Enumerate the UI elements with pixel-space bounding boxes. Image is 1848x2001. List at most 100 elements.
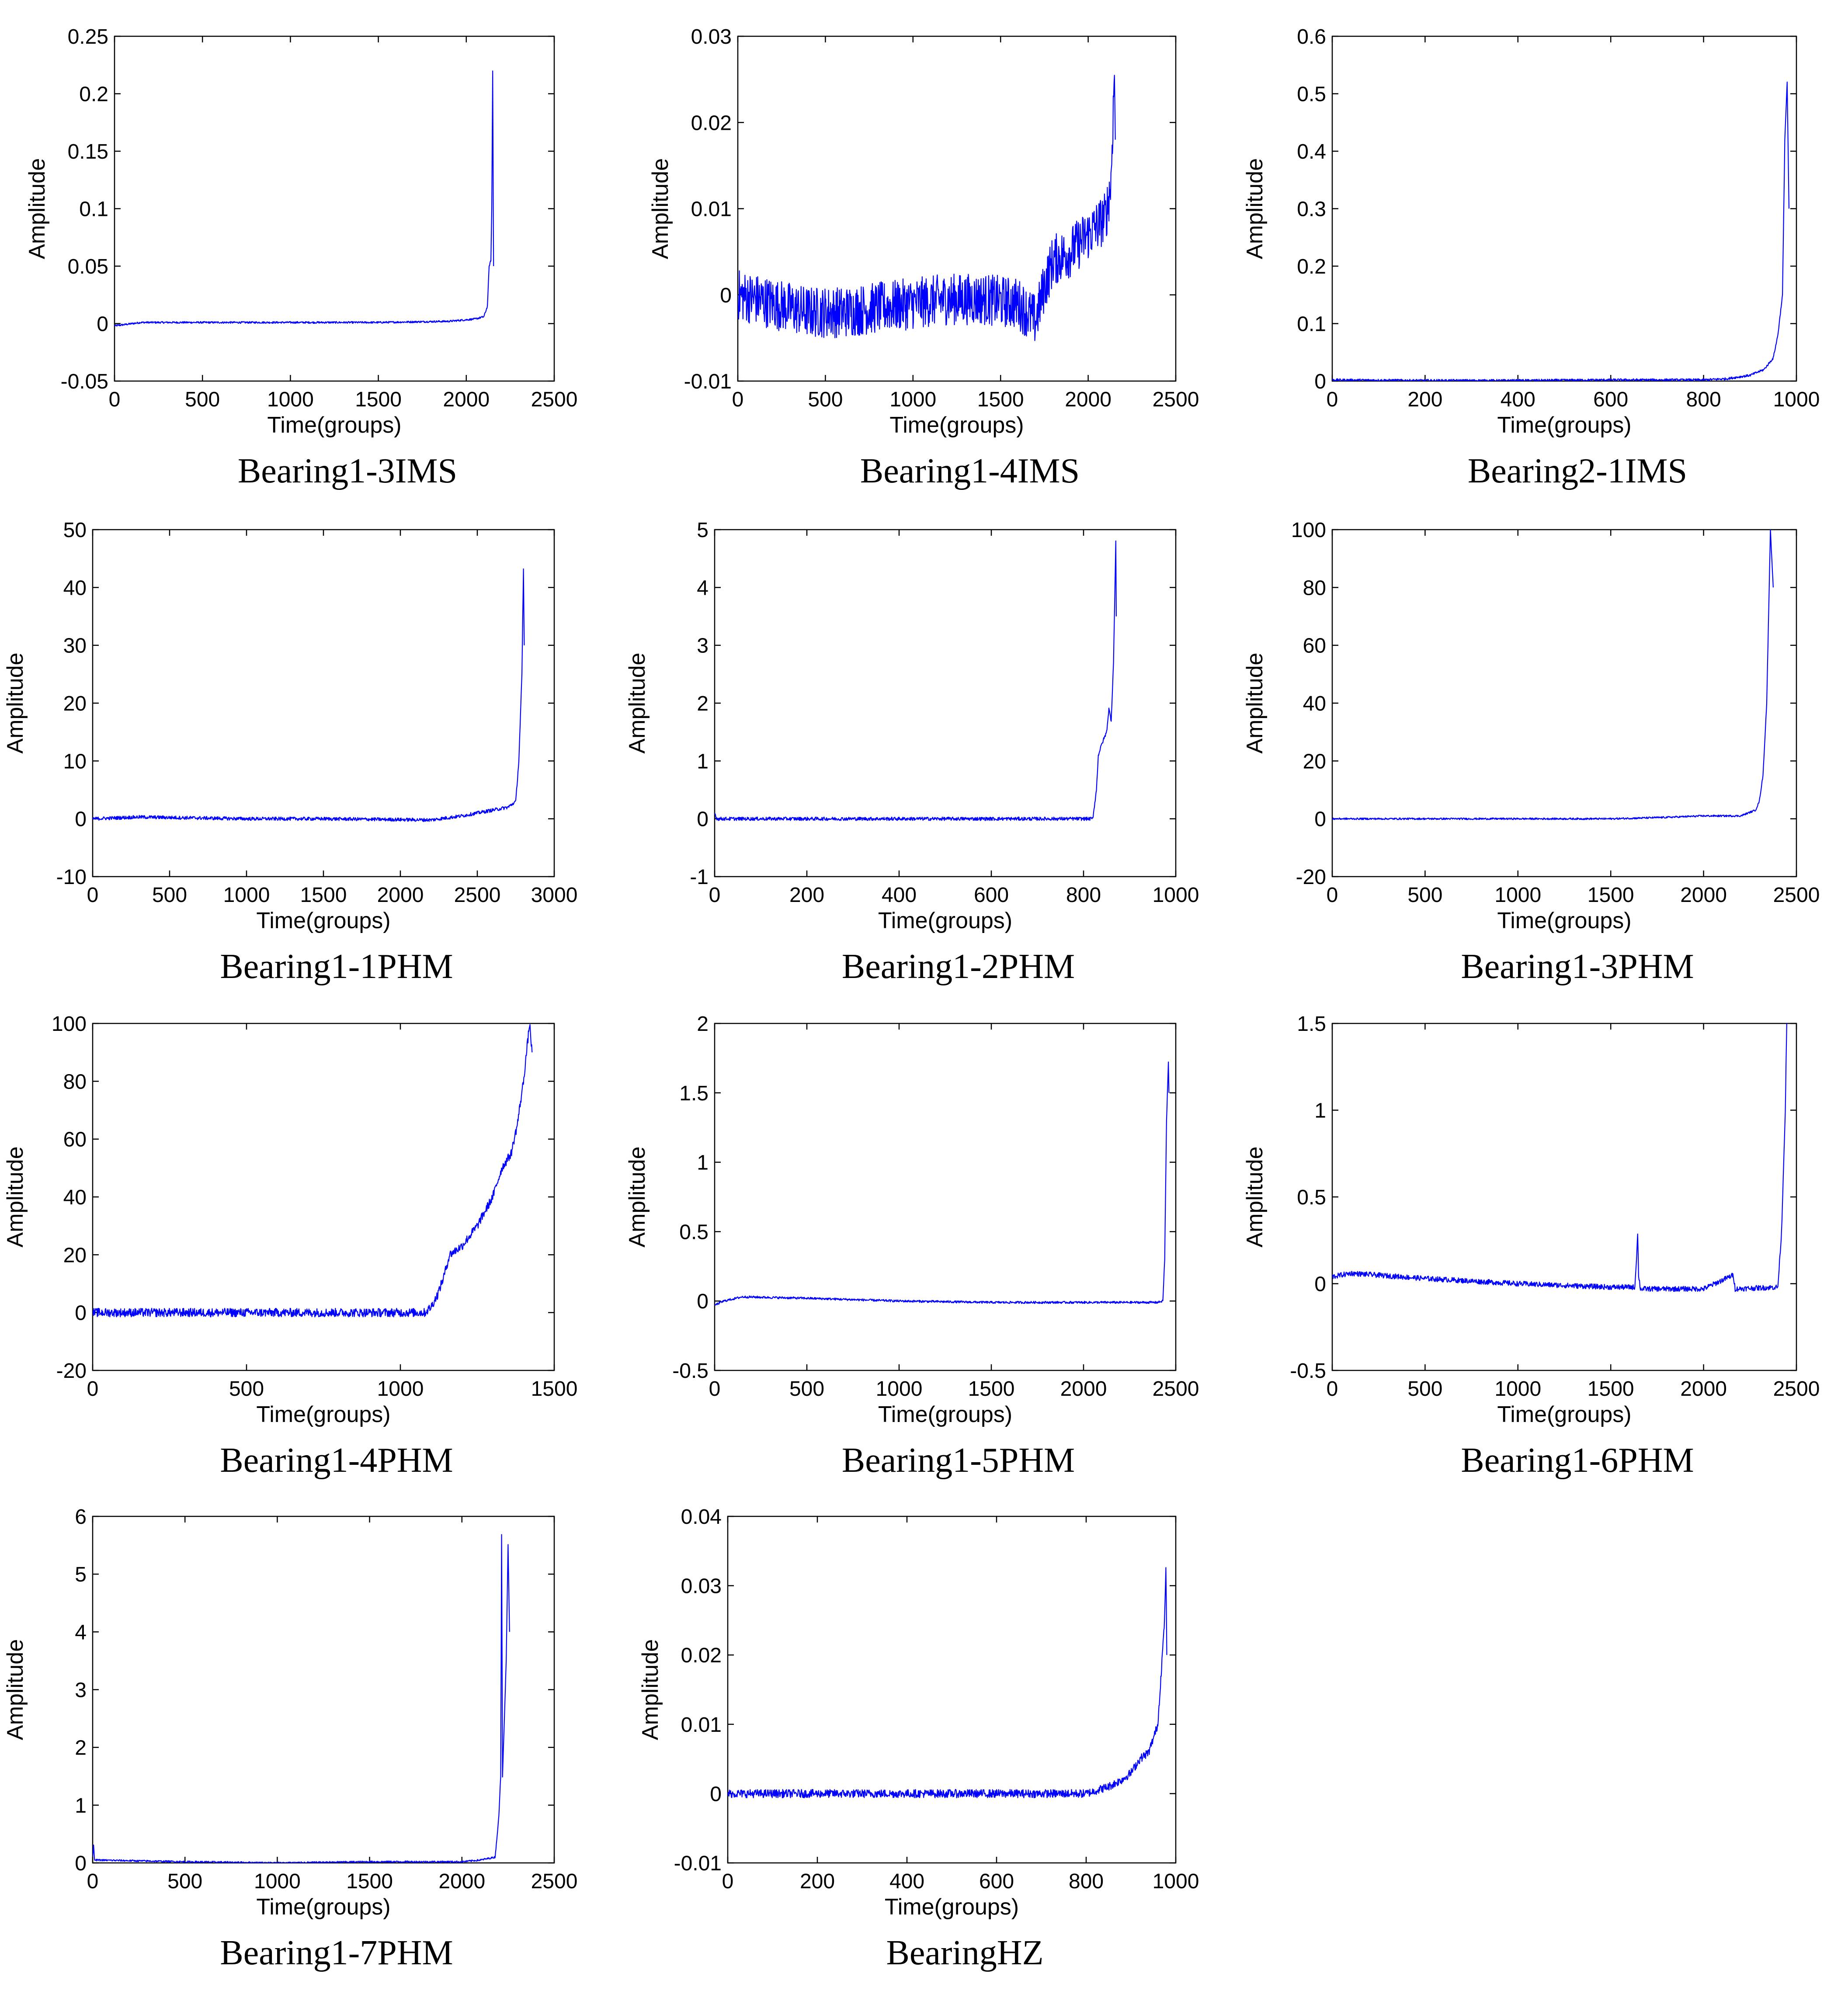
plot-area-frame: [714, 1023, 1177, 1371]
x-tick-label: 1500: [300, 884, 347, 907]
x-tick-label: 2500: [1153, 388, 1199, 411]
y-tick-label: -20: [56, 1359, 87, 1383]
y-tick-label: 0.15: [68, 140, 108, 163]
x-tick-label: 400: [889, 1870, 924, 1893]
x-tick-label: 0: [109, 388, 121, 411]
x-tick-label: 0: [87, 1870, 99, 1893]
y-tick-label: -1: [690, 866, 709, 889]
y-tick-label: 6: [75, 1505, 87, 1529]
y-axis-label: Amplitude: [1242, 158, 1268, 259]
x-tick-label: 2000: [1060, 1377, 1107, 1401]
x-tick-label: 600: [974, 884, 1009, 907]
y-tick-label: 80: [63, 1070, 87, 1093]
panel-caption: Bearing1-1PHM: [220, 947, 453, 986]
x-tick-label: 0: [732, 388, 744, 411]
y-tick-label: 1: [697, 750, 709, 773]
x-tick-label: 1000: [254, 1870, 301, 1893]
y-tick-label: 0.3: [1297, 198, 1326, 221]
x-axis-label: Time(groups): [267, 413, 401, 438]
y-tick-label: 0: [697, 1290, 709, 1313]
x-axis-label: Time(groups): [878, 908, 1012, 933]
x-tick-label: 1500: [531, 1377, 578, 1401]
panel-caption: Bearing1-4PHM: [220, 1441, 453, 1480]
series-line: [1332, 530, 1774, 820]
x-tick-label: 400: [882, 884, 917, 907]
x-tick-label: 0: [1327, 388, 1338, 411]
x-tick-label: 800: [1066, 884, 1101, 907]
x-tick-label: 2000: [1065, 388, 1112, 411]
x-tick-label: 1000: [1153, 1870, 1199, 1893]
x-tick-label: 0: [87, 884, 99, 907]
x-axis-label: Time(groups): [1497, 908, 1631, 933]
chart-panel: 0 200 400 600 800 1000 0 0.1 0.2 0.3 0.4 0.5 0.6 Time…: [1242, 25, 1820, 490]
x-tick-label: 2500: [1153, 1377, 1199, 1401]
x-tick-label: 1000: [1773, 388, 1820, 411]
panel-caption: BearingHZ: [886, 1934, 1044, 1972]
series-line: [93, 1534, 510, 1863]
panel-caption: Bearing2-1IMS: [1468, 452, 1687, 490]
chart-panel: 0 500 1000 1500 2000 2500-0.500.511.52Time(gr…: [625, 1013, 1199, 1480]
y-tick-label: 2: [697, 1013, 709, 1036]
y-tick-label: 0: [1314, 808, 1326, 831]
x-axis-label: Time(groups): [878, 1402, 1012, 1427]
y-tick-label: 80: [1303, 576, 1326, 600]
chart-panel: 0 500 1000 1500-20020406080100Time(groups)A…: [3, 1013, 577, 1480]
x-tick-label: 500: [1407, 1377, 1442, 1401]
y-tick-label: 0: [1314, 1273, 1326, 1296]
panel-caption: Bearing1-6PHM: [1461, 1441, 1694, 1480]
x-tick-label: 200: [1407, 388, 1442, 411]
x-tick-label: 1000: [876, 1377, 923, 1401]
x-tick-label: 0: [1327, 884, 1338, 907]
x-tick-label: 2000: [1680, 1377, 1727, 1401]
y-tick-label: 30: [63, 635, 87, 658]
chart-panel: 0 500 1000 1500 2000 2500 3000-1001020304050Ti…: [3, 519, 577, 986]
x-tick-label: 500: [152, 884, 187, 907]
y-tick-label: 0.04: [681, 1505, 722, 1529]
panel-caption: Bearing1-7PHM: [220, 1934, 453, 1972]
x-tick-label: 1500: [977, 388, 1024, 411]
y-tick-label: 0: [75, 1852, 87, 1875]
series-line: [738, 75, 1116, 341]
y-tick-label: 60: [63, 1128, 87, 1151]
y-axis-label: Amplitude: [638, 1639, 663, 1740]
series-line: [728, 1567, 1167, 1798]
y-axis-label: Amplitude: [24, 158, 50, 259]
y-tick-label: 20: [63, 692, 87, 715]
y-tick-label: -0.01: [684, 370, 732, 393]
x-tick-label: 0: [722, 1870, 734, 1893]
y-tick-label: 20: [63, 1244, 87, 1267]
x-tick-label: 2500: [531, 1870, 578, 1893]
x-axis-label: Time(groups): [889, 413, 1024, 438]
plot-area-frame: [714, 529, 1177, 877]
y-tick-label: 0.6: [1297, 25, 1326, 49]
x-axis-label: Time(groups): [256, 1402, 390, 1427]
plot-area-frame: [1331, 1023, 1797, 1371]
y-tick-label: 0: [75, 1302, 87, 1325]
panel-caption: Bearing1-3IMS: [238, 452, 457, 490]
series-line: [115, 70, 494, 327]
x-tick-label: 0: [709, 1377, 721, 1401]
y-tick-label: 4: [75, 1621, 87, 1644]
y-tick-label: 0.5: [1297, 83, 1326, 106]
x-tick-label: 600: [979, 1870, 1014, 1893]
y-tick-label: 2: [75, 1737, 87, 1760]
x-tick-label: 1500: [355, 388, 402, 411]
x-axis-label: Time(groups): [256, 1894, 390, 1920]
y-axis-label: Amplitude: [625, 652, 650, 753]
x-tick-label: 1000: [1494, 1377, 1541, 1401]
y-tick-label: 1.5: [679, 1082, 709, 1105]
chart-panel: 0 500 1000 1500 2000 2500-0.0500.050.10.150.2…: [24, 25, 577, 490]
series-line: [93, 568, 525, 822]
x-tick-label: 1000: [377, 1377, 424, 1401]
plot-area-frame: [737, 35, 1177, 382]
series-line: [1332, 1023, 1787, 1292]
chart-panel: 0 500 1000 1500 2000 2500 0 1 2 3 4 5 6 Time(groups) A…: [3, 1505, 577, 1972]
x-tick-label: 3000: [531, 884, 578, 907]
y-tick-label: 0.2: [1297, 255, 1326, 278]
x-axis-label: Time(groups): [1497, 413, 1631, 438]
x-tick-label: 1500: [346, 1870, 393, 1893]
series-line: [715, 1061, 1170, 1306]
y-tick-label: 3: [75, 1679, 87, 1702]
y-tick-label: 100: [1291, 519, 1326, 542]
y-tick-label: 0.02: [681, 1644, 722, 1667]
